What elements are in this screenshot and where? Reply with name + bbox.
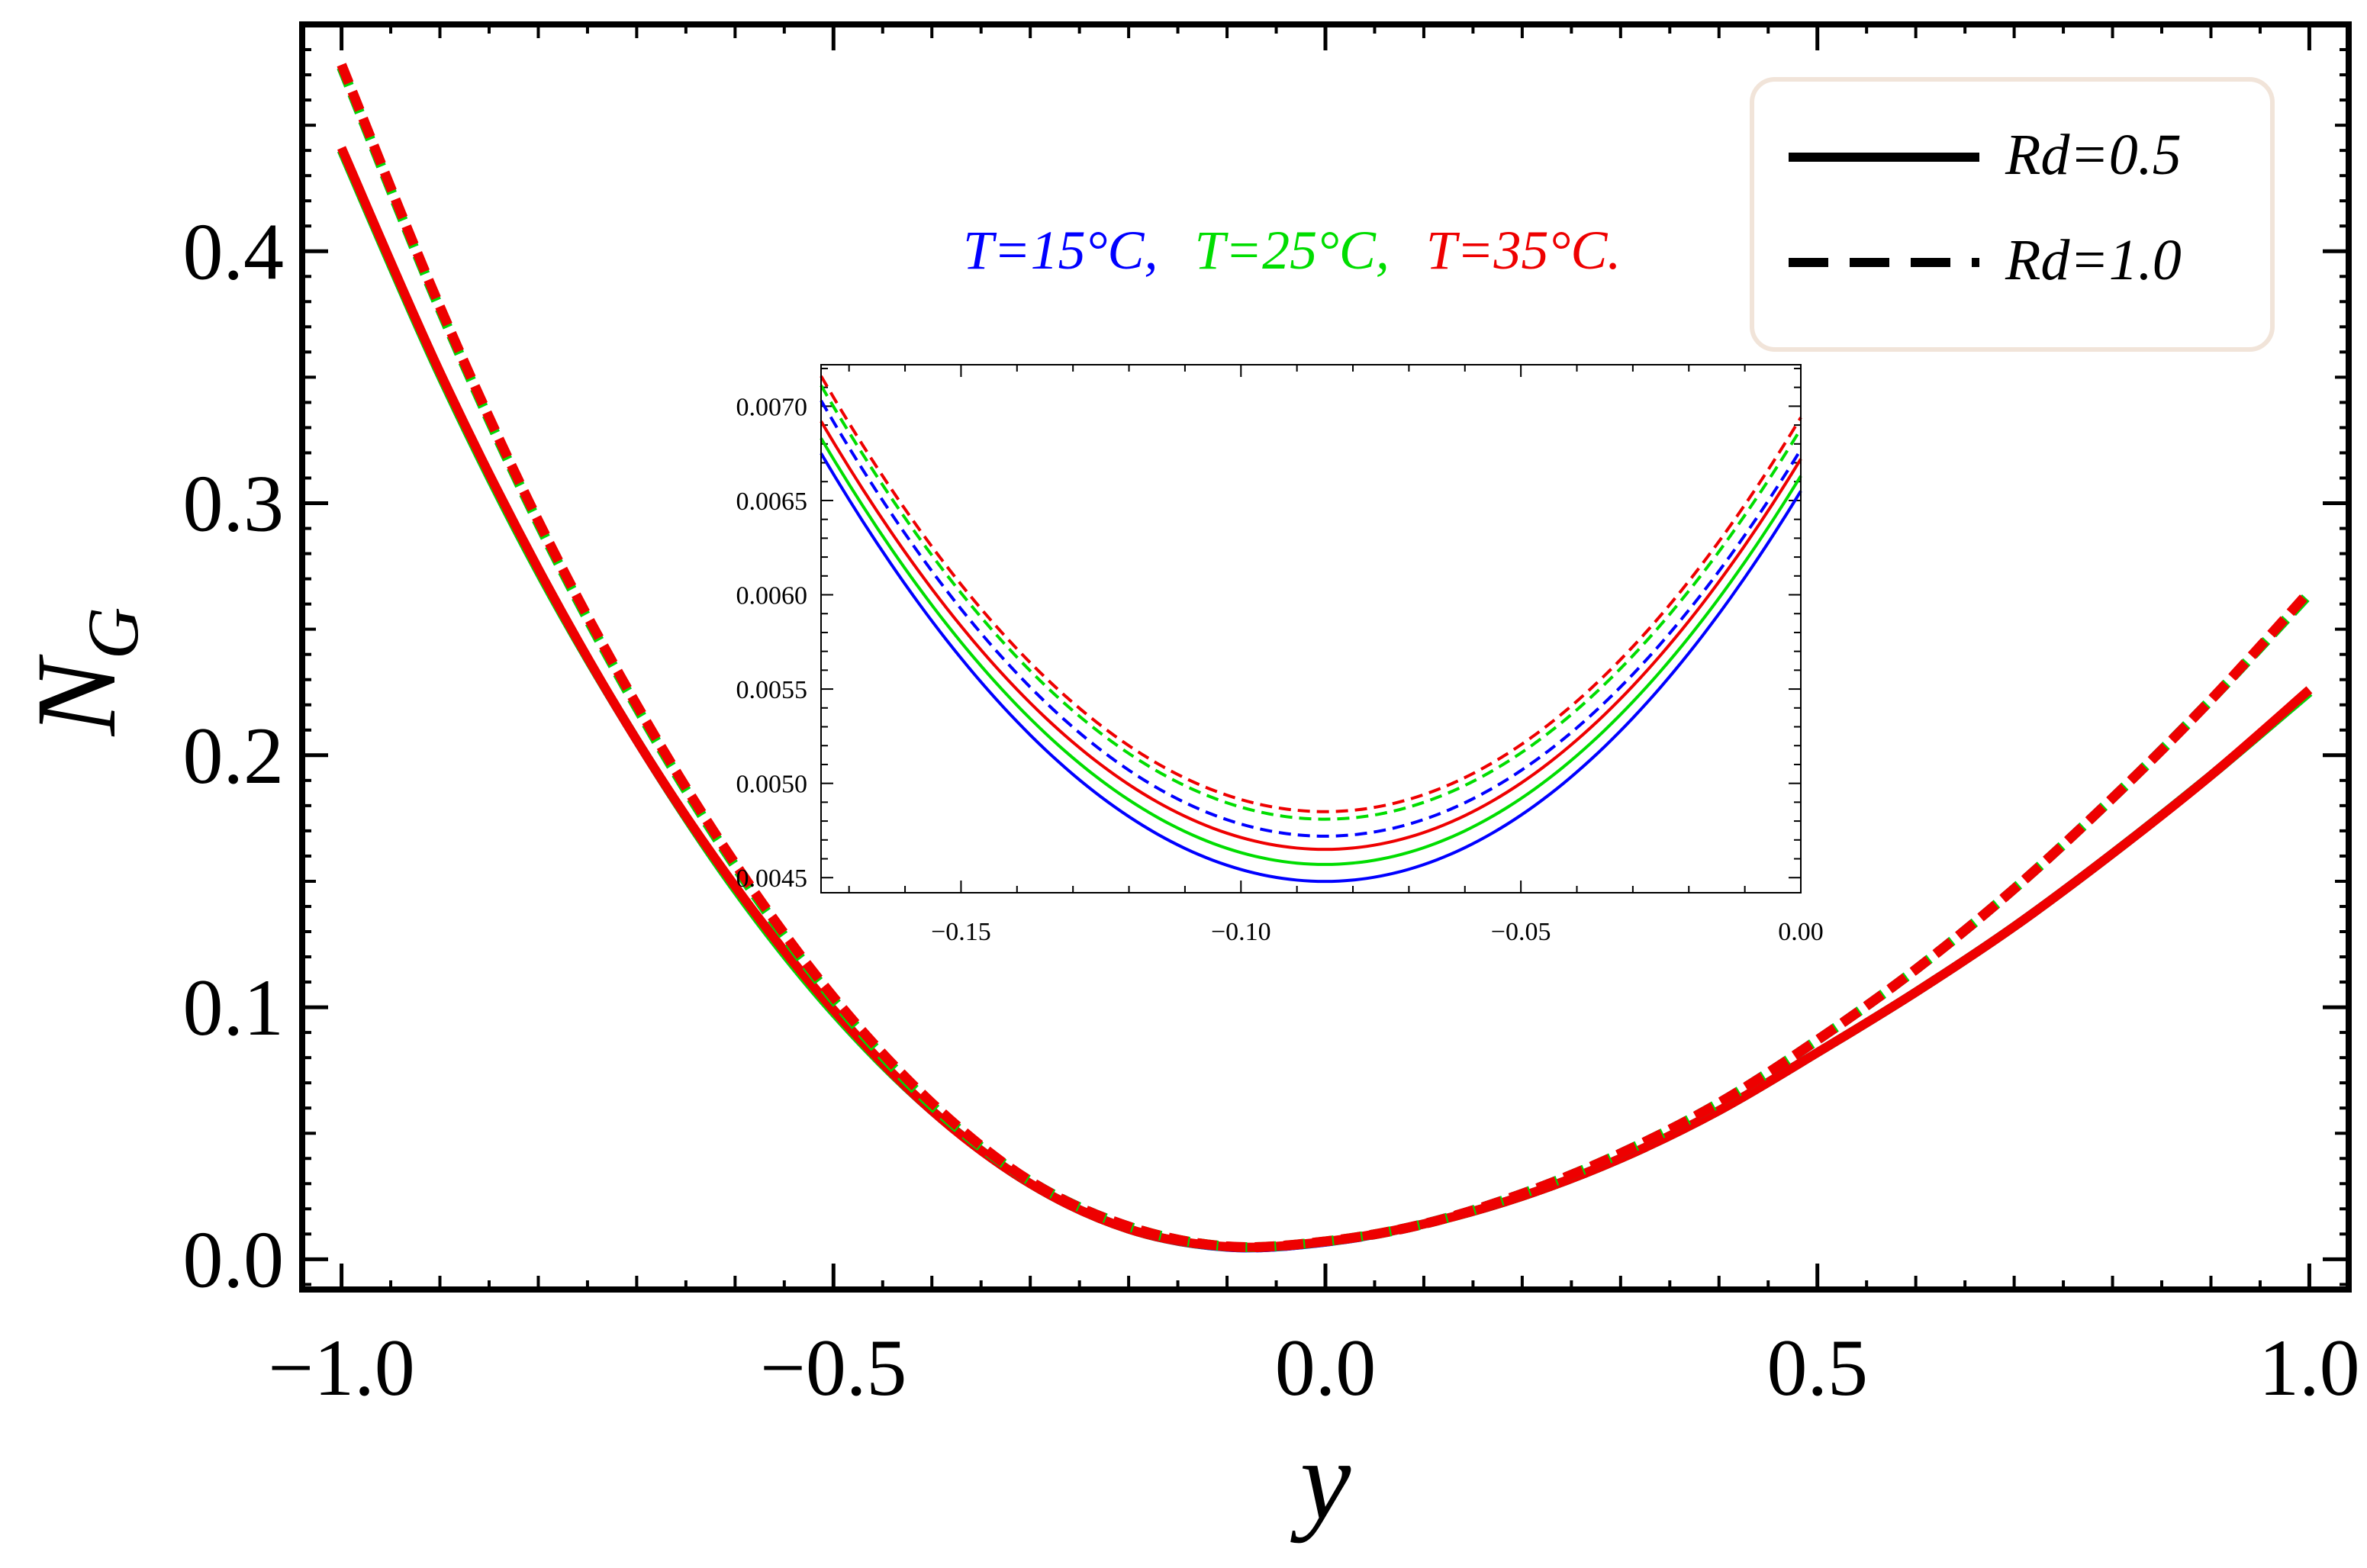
y-axis-title-subscript: G [72,607,153,660]
legend: Rd=0.5 Rd=1.0 [1750,77,2275,352]
inset-series-rd-1-0-t-35-c [820,375,1802,813]
y-axis-title: NG [13,607,153,738]
x-tick-label: 0.5 [1766,1323,1868,1412]
inset-x-tick-label: −0.05 [1491,918,1551,946]
y-tick-label: 0.4 [183,207,285,296]
inset-frame [820,364,1802,893]
inset-y-tick-label: 0.0060 [736,582,808,610]
inset-background [816,365,1801,908]
inset-series-rd-1-0-t-25-c [820,385,1802,821]
main-tick-labels: −1.0 −0.5 0.0 0.5 1.0 0.0 0.1 0.2 0.3 0.4 [183,207,2360,1412]
annotation-t25: T=25°C, [1194,220,1389,281]
inset-series-rd-0-5-t-25-c [820,437,1802,866]
series-rd-1-0-t-35-c [337,63,2314,1253]
inset-series [820,375,1802,884]
main-series [337,63,2314,1253]
temperature-annotation: T=15°C, T=25°C, T=35°C. [963,220,1621,281]
x-axis-title: y [1290,1417,1351,1544]
legend-box [1750,77,2275,352]
y-tick-label: 0.2 [183,711,285,800]
inset-y-tick-label: 0.0065 [736,488,808,516]
inset-x-tick-label: −0.15 [931,918,991,946]
legend-label-rd10: Rd=1.0 [2005,228,2182,292]
y-tick-label: 0.0 [183,1215,285,1304]
y-tick-label: 0.3 [183,459,285,549]
inset-ticks [821,365,1802,893]
y-axis-title-main: N [13,654,140,737]
x-tick-label: −1.0 [268,1323,414,1412]
inset-x-tick-label: −0.10 [1211,918,1271,946]
main-plot-frame [299,21,2352,1293]
inset-tick-labels: −0.15 −0.10 −0.05 0.00 0.0045 0.0050 0.0055 0.0… [736,393,1824,946]
inset-plot: −0.15 −0.10 −0.05 0.00 0.0045 0.0050 0.0055 0.0… [736,364,1824,946]
x-tick-label: 1.0 [2259,1323,2360,1412]
svg-text:NG: NG [13,607,153,738]
y-tick-label: 0.1 [183,963,285,1052]
x-tick-label: −0.5 [760,1323,907,1412]
inset-y-tick-label: 0.0070 [736,393,808,421]
inset-y-tick-label: 0.0055 [736,676,808,704]
inset-y-tick-label: 0.0045 [736,864,808,893]
inset-series-rd-0-5-t-35-c [820,420,1802,852]
inset-y-tick-label: 0.0050 [736,771,808,799]
legend-label-rd05: Rd=0.5 [2005,123,2182,187]
annotation-t15: T=15°C, [963,220,1158,281]
x-tick-label: 0.0 [1275,1323,1377,1412]
inset-series-rd-1-0-t-15-c [820,399,1802,838]
annotation-t35: T=35°C. [1426,220,1621,281]
inset-series-rd-0-5-t-15-c [820,452,1802,884]
inset-x-tick-label: 0.00 [1778,918,1824,946]
